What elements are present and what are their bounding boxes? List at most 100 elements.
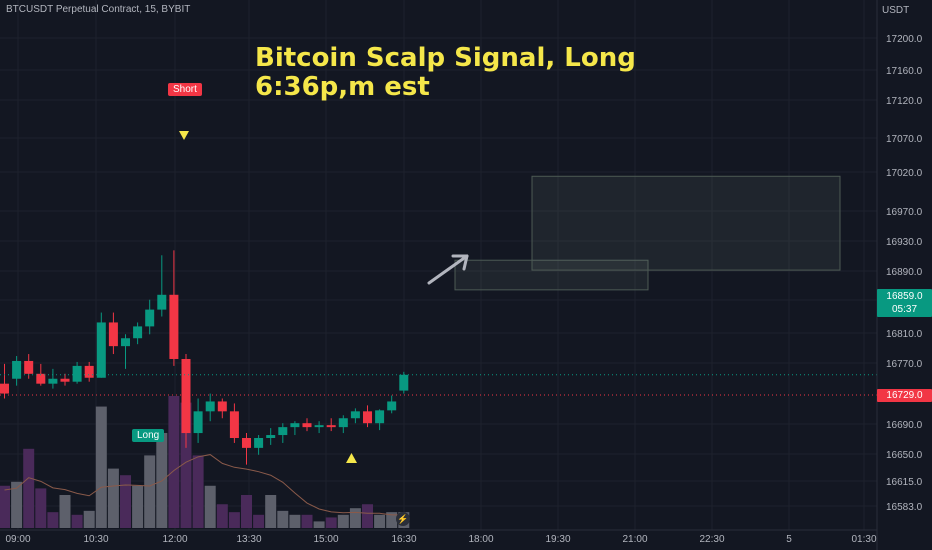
y-tick-label: 16970.0	[886, 207, 923, 218]
candle-body	[108, 322, 118, 347]
candle-body	[24, 360, 34, 374]
x-tick-label: 18:00	[468, 534, 493, 545]
volume-bar	[144, 455, 156, 528]
volume-bar	[204, 485, 216, 528]
volume-bar	[168, 396, 180, 528]
x-tick-label: 01:30	[851, 534, 876, 545]
lightning-icon[interactable]: ⚡	[396, 512, 410, 526]
x-tick-label: 12:00	[162, 534, 187, 545]
y-tick-label: 17200.0	[886, 34, 923, 45]
candle-body	[399, 374, 409, 391]
candle-body	[290, 423, 300, 428]
signal-headline: Bitcoin Scalp Signal, Long 6:36p,m est	[255, 44, 636, 102]
candle-body	[229, 411, 239, 438]
volume-bar	[216, 504, 228, 528]
x-tick-label: 5	[786, 534, 792, 545]
candle-body	[145, 309, 155, 327]
volume-bar	[362, 504, 373, 528]
candle-body	[350, 411, 360, 419]
volume-bar	[337, 514, 349, 528]
short-signal-badge[interactable]: Short	[168, 83, 202, 96]
y-tick-label: 17160.0	[886, 66, 923, 77]
target-zone-box	[531, 175, 841, 271]
x-tick-label: 16:30	[391, 534, 416, 545]
volume-bar	[107, 468, 119, 528]
candle-body	[181, 358, 191, 434]
short-signal-marker	[179, 131, 189, 140]
candle-body	[205, 401, 215, 412]
current-price-tag: 16859.0 05:37	[877, 289, 932, 317]
volume-bar	[83, 510, 95, 528]
long-signal-marker	[346, 453, 357, 463]
volume-bar	[374, 514, 386, 528]
volume-bar	[289, 514, 301, 528]
candle-body	[302, 423, 312, 428]
y-tick-label: 16615.0	[886, 477, 923, 488]
price-lines	[0, 374, 877, 396]
signal-markers	[179, 131, 357, 463]
candle-body	[314, 425, 324, 428]
candle-body	[387, 401, 397, 411]
volume-bar	[386, 512, 398, 528]
trend-arrow	[427, 254, 469, 285]
candle-body	[169, 294, 179, 359]
volume-bar	[71, 514, 83, 528]
price-axis-panel	[877, 0, 932, 550]
headline-line-1: Bitcoin Scalp Signal, Long	[255, 43, 636, 73]
candle-body	[121, 338, 130, 347]
x-tick-label: 19:30	[545, 534, 570, 545]
volume-bar	[349, 508, 361, 528]
volume-bar	[132, 485, 144, 528]
symbol-title[interactable]: BTCUSDT Perpetual Contract, 15, BYBIT	[6, 4, 191, 15]
currency-label[interactable]: USDT	[882, 5, 910, 16]
candle-body	[266, 435, 276, 438]
volume-bar	[313, 521, 325, 528]
candle-body	[242, 438, 251, 448]
volume-bar	[253, 514, 265, 528]
target-zones	[454, 175, 841, 291]
candle-body	[96, 322, 106, 378]
candle-body	[326, 425, 336, 428]
y-tick-label: 16690.0	[886, 420, 923, 431]
target-zone-box	[454, 259, 649, 291]
x-tick-label: 09:00	[5, 534, 30, 545]
volume-bar	[0, 485, 10, 528]
candle-body	[84, 365, 94, 378]
y-tick-label: 17120.0	[886, 96, 923, 107]
long-signal-badge[interactable]: Long	[132, 429, 165, 442]
time-axis[interactable]: 09:00 10:30 12:00 13:30 15:00 16:30 18:00 19:30…	[0, 529, 877, 545]
candle-body	[338, 418, 348, 428]
volume-bar	[23, 448, 35, 528]
candle-body	[157, 294, 167, 310]
volume-bar	[95, 406, 107, 528]
candle-body	[254, 438, 264, 448]
headline-line-2: 6:36p,m est	[255, 72, 430, 102]
x-tick-label: 22:30	[699, 534, 724, 545]
y-tick-label: 17020.0	[886, 168, 923, 179]
bar-countdown: 05:37	[891, 304, 918, 315]
volume-bar	[120, 475, 131, 528]
volume-ma-line	[4, 454, 404, 516]
price-axis[interactable]: 17200.0 17160.0 17120.0 17070.0 17020.0 16970…	[876, 0, 932, 550]
volume-bar	[180, 402, 192, 528]
x-tick-label: 15:00	[313, 534, 338, 545]
volume-bar	[277, 510, 289, 528]
candle-body	[12, 360, 22, 379]
y-tick-label: 16770.0	[886, 359, 923, 370]
candle-body	[278, 427, 288, 436]
x-tick-label: 21:00	[622, 534, 647, 545]
candle-body	[193, 411, 203, 434]
volume-bar	[47, 512, 59, 528]
x-tick-label: 13:30	[236, 534, 261, 545]
candle-body	[217, 401, 227, 412]
volume-bar	[241, 495, 252, 528]
volume-bar	[192, 455, 204, 528]
y-tick-label: 16583.0	[886, 502, 923, 513]
candle-body	[133, 326, 143, 339]
candle-body	[72, 365, 82, 382]
y-tick-label: 16810.0	[886, 329, 923, 340]
volume-bar	[228, 512, 240, 528]
candlesticks	[0, 250, 409, 465]
y-tick-label: 16650.0	[886, 450, 923, 461]
